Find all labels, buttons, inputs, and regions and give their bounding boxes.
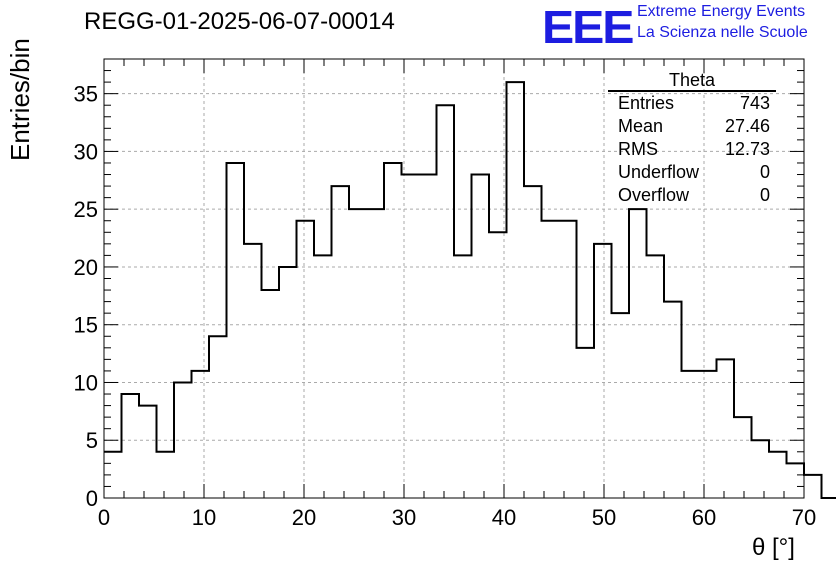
histogram-line [104, 81, 836, 499]
stats-title: Theta [608, 70, 776, 92]
histogram-bin [209, 336, 227, 498]
histogram-bin [402, 175, 420, 498]
stats-box: Theta Entries 743 Mean 27.46 RMS 12.73 U… [608, 70, 776, 207]
histogram-bin [507, 82, 525, 498]
stats-label: Entries [618, 93, 675, 113]
histogram-bin [122, 394, 140, 498]
y-axis-label: Entries/bin [5, 38, 35, 161]
histogram-bin [244, 244, 262, 498]
stats-label: RMS [618, 139, 658, 159]
eee-logo: EEE [542, 1, 634, 53]
y-tick-label: 25 [74, 197, 98, 222]
logo-subtitle-2: La Scienza nelle Scuole [637, 24, 808, 41]
x-tick-label: 0 [98, 505, 110, 530]
stats-row-rms: RMS 12.73 [608, 138, 776, 161]
x-tick-label: 20 [292, 505, 316, 530]
stats-label: Mean [618, 116, 664, 136]
histogram-bin [629, 209, 647, 498]
histogram-bin [437, 105, 455, 498]
histogram-bin [647, 255, 665, 498]
histogram-bin [139, 406, 157, 498]
histogram-bin [489, 232, 507, 498]
chart-title: REGG-01-2025-06-07-00014 [84, 8, 395, 35]
y-tick-label: 5 [86, 428, 98, 453]
x-tick-label: 40 [492, 505, 516, 530]
histogram-bin [227, 163, 245, 498]
stats-value: 27.46 [724, 116, 770, 136]
histogram-bin [577, 348, 595, 498]
stats-row-entries: Entries 743 [608, 92, 776, 115]
stats-label: Underflow [618, 162, 700, 182]
histogram-bin [262, 290, 280, 498]
stats-label: Overflow [618, 185, 690, 205]
histogram-bin [752, 440, 770, 498]
histogram-bin [787, 463, 805, 498]
histogram-bin [769, 452, 787, 498]
stats-value: 0 [759, 162, 770, 182]
stats-row-mean: Mean 27.46 [608, 115, 776, 138]
histogram-bin [157, 452, 175, 498]
histogram-bin [297, 221, 315, 498]
y-tick-label: 30 [74, 139, 98, 164]
histogram-bin [104, 452, 122, 498]
histogram-bin [332, 186, 350, 498]
histogram-bin [699, 371, 717, 498]
histogram-bin [174, 382, 192, 498]
logo-subtitle-1: Extreme Energy Events [637, 3, 806, 20]
x-tick-label: 70 [792, 505, 816, 530]
stats-row-underflow: Underflow 0 [608, 161, 776, 184]
histogram-bin [594, 244, 612, 498]
histogram-bin [682, 371, 700, 498]
stats-value: 0 [759, 185, 770, 205]
y-tick-label: 0 [86, 486, 98, 511]
histogram-bin [542, 221, 560, 498]
y-tick-label: 10 [74, 370, 98, 395]
stats-row-overflow: Overflow 0 [608, 184, 776, 207]
histogram-bin [472, 175, 490, 498]
histogram-bin [804, 475, 822, 498]
histogram-bin [384, 163, 402, 498]
y-tick-label: 35 [74, 82, 98, 107]
histogram-bin [612, 313, 630, 498]
stats-value: 743 [739, 93, 770, 113]
histogram-bin [524, 186, 542, 498]
histogram-bin [349, 209, 367, 498]
histogram-bin [734, 417, 752, 498]
stats-value: 12.73 [724, 139, 770, 159]
x-tick-label: 60 [692, 505, 716, 530]
histogram-bin [279, 267, 297, 498]
x-tick-label: 30 [392, 505, 416, 530]
histogram-bin [419, 175, 437, 498]
histogram-bin [192, 371, 210, 498]
histogram-bin [664, 302, 682, 498]
y-tick-label: 20 [74, 255, 98, 280]
histogram-bin [314, 255, 332, 498]
x-axis-label: θ [°] [752, 534, 795, 561]
x-tick-label: 50 [592, 505, 616, 530]
histogram-bin [454, 255, 472, 498]
histogram-bin [559, 221, 577, 498]
x-tick-label: 10 [192, 505, 216, 530]
histogram-bin [717, 359, 735, 498]
y-tick-label: 15 [74, 313, 98, 338]
histogram-bin [367, 209, 385, 498]
